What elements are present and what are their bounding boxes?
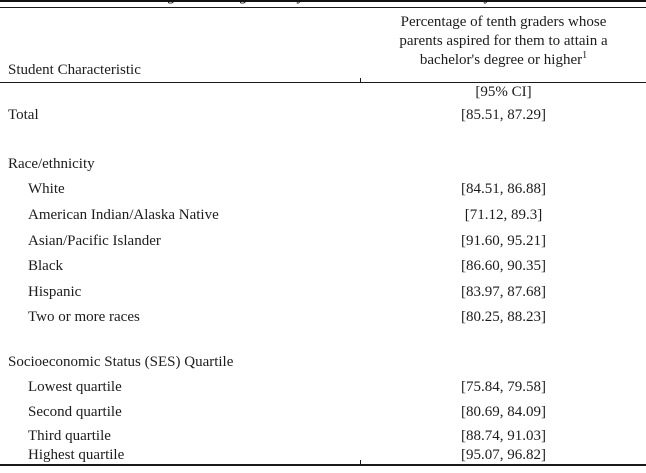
row-label	[0, 101, 361, 103]
table-row: Two or more races [80.25, 88.23]	[0, 303, 646, 328]
column-header-percentage: Percentage of tenth graders whose parent…	[361, 8, 646, 82]
footnote-marker: 1	[582, 50, 588, 61]
cropped-caption-descender: g	[168, 0, 176, 4]
row-ci-value: [95.07, 96.82]	[461, 447, 546, 463]
table-row: Highest quartile [95.07, 96.82]	[0, 447, 646, 464]
row-label: Asian/Pacific Islander	[28, 233, 161, 249]
table-row: Lowest quartile [75.84, 79.58]	[0, 373, 646, 398]
table-row-subheader: [95% CI]	[0, 83, 646, 103]
column-divider-tick	[360, 78, 361, 82]
spacer-row	[0, 126, 646, 150]
cropped-caption-descender: g	[240, 0, 248, 4]
row-label: Third quartile	[28, 428, 111, 444]
column-divider-tick	[360, 460, 361, 464]
table-row: Asian/Pacific Islander [91.60, 95.21]	[0, 226, 646, 252]
header-rule	[0, 82, 646, 83]
spacer-row	[0, 328, 646, 348]
column-header-line-3: bachelor's degree or higher	[419, 52, 583, 68]
cropped-caption-text-band	[0, 0, 646, 2]
subheader-95-ci: [95% CI]	[475, 84, 532, 100]
row-ci-value: [84.51, 86.88]	[461, 181, 546, 197]
table-row: Total [85.51, 87.29]	[0, 103, 646, 126]
row-ci-value: [88.74, 91.03]	[461, 428, 546, 444]
table-row: Third quartile [88.74, 91.03]	[0, 423, 646, 447]
row-label: Lowest quartile	[28, 379, 122, 395]
group-label: Race/ethnicity	[8, 156, 95, 172]
group-label: Socioeconomic Status (SES) Quartile	[8, 354, 234, 370]
row-ci-value	[361, 173, 646, 175]
row-label: Hispanic	[28, 284, 82, 300]
table-row: Hispanic [83.97, 87.68]	[0, 277, 646, 303]
row-label: Highest quartile	[28, 447, 125, 463]
table-body: [95% CI] Total [85.51, 87.29] Race/ethni…	[0, 83, 646, 464]
row-ci-value: [80.69, 84.09]	[461, 404, 546, 420]
row-ci-value: [75.84, 79.58]	[461, 379, 546, 395]
table-row: Second quartile [80.69, 84.09]	[0, 398, 646, 423]
row-ci-value: [86.60, 90.35]	[461, 258, 546, 274]
column-header-student-characteristic: Student Characteristic	[8, 62, 141, 78]
column-header-line-1: Percentage of tenth graders whose	[400, 14, 607, 30]
row-ci-value: [71.12, 89.3]	[464, 207, 543, 223]
row-label: Two or more races	[28, 309, 140, 325]
table-row-group: Socioeconomic Status (SES) Quartile	[0, 348, 646, 373]
row-ci-value	[361, 371, 646, 373]
cropped-caption-fragment: g g y y	[0, 0, 646, 7]
table-top-rule	[0, 7, 646, 8]
column-header-line-2: parents aspired for them to attain a	[399, 33, 608, 49]
row-ci-value: [91.60, 95.21]	[461, 233, 546, 249]
row-label: American Indian/Alaska Native	[28, 207, 219, 223]
row-label: Total	[8, 107, 39, 123]
table-row: American Indian/Alaska Native [71.12, 89…	[0, 200, 646, 226]
table-header-row: Student Characteristic Percentage of ten…	[0, 8, 646, 82]
cropped-caption-descender: y	[298, 0, 305, 4]
row-label: White	[28, 181, 65, 197]
row-ci-value: [83.97, 87.68]	[461, 284, 546, 300]
table-row: Black [86.60, 90.35]	[0, 252, 646, 277]
row-ci-value: [80.25, 88.23]	[461, 309, 546, 325]
row-label: Second quartile	[28, 404, 122, 420]
row-ci-value: [85.51, 87.29]	[461, 107, 546, 123]
table-row: White [84.51, 86.88]	[0, 175, 646, 200]
row-label: Black	[28, 258, 63, 274]
table-row-group: Race/ethnicity	[0, 150, 646, 175]
cropped-caption-descender: y	[485, 0, 492, 4]
table-bottom-rule	[0, 464, 646, 466]
